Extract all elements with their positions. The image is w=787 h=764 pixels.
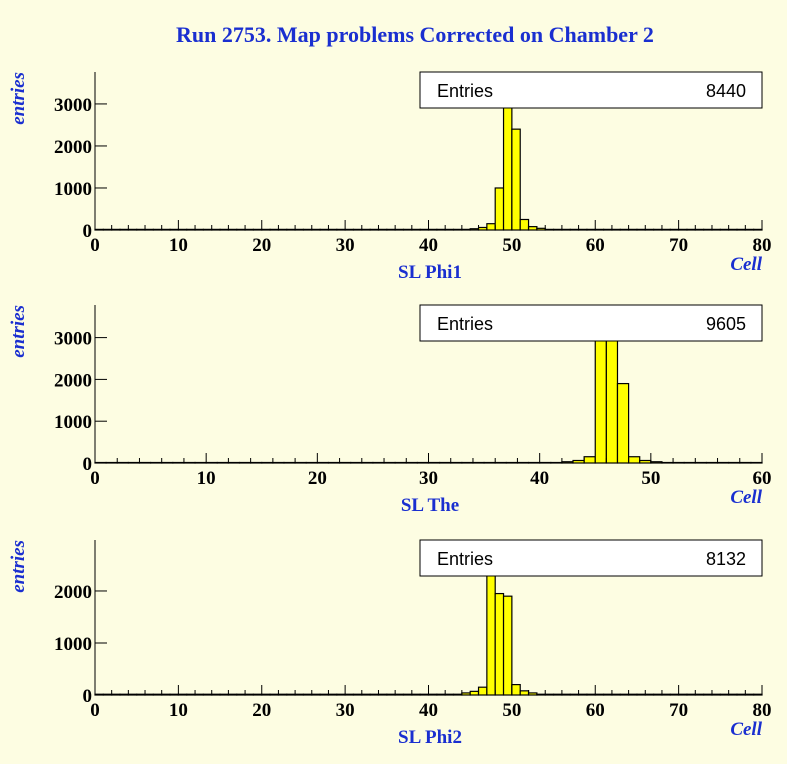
x-tick-label: 10: [197, 468, 216, 489]
x-tick-label: 70: [669, 700, 688, 721]
y-axis-label: entries: [8, 305, 29, 358]
y-tick-label: 0: [83, 221, 93, 242]
x-tick-label: 60: [753, 468, 772, 489]
y-tick-label: 0: [83, 454, 93, 475]
histogram-bar: [605, 320, 619, 464]
x-tick-label: 10: [169, 700, 188, 721]
stats-box: [419, 71, 763, 109]
y-tick-label: 2000: [54, 370, 92, 391]
y-axis-label: entries: [8, 72, 29, 125]
stats-value: 8440: [706, 81, 746, 101]
x-tick-label: 30: [419, 468, 438, 489]
x-tick-label: 40: [419, 235, 438, 256]
panel-subtitle: SL Phi1: [398, 262, 462, 283]
histogram-bar: [494, 592, 505, 696]
x-tick-label: 80: [753, 700, 772, 721]
x-tick-label: 30: [336, 700, 355, 721]
x-axis-label: Cell: [730, 487, 762, 508]
x-tick-label: 20: [252, 700, 271, 721]
x-tick-label: 0: [90, 235, 100, 256]
page-title: Run 2753. Map problems Corrected on Cham…: [176, 22, 654, 47]
histogram-bar: [519, 690, 530, 696]
y-tick-label: 1000: [54, 179, 92, 200]
x-tick-label: 40: [530, 468, 549, 489]
x-tick-label: 20: [252, 235, 271, 256]
x-tick-label: 20: [308, 468, 327, 489]
x-tick-label: 80: [753, 235, 772, 256]
stats-label: Entries: [437, 81, 493, 101]
histogram-bar: [511, 128, 521, 231]
y-tick-label: 3000: [54, 329, 92, 350]
y-tick-label: 1000: [54, 412, 92, 433]
stats-box: [419, 539, 763, 577]
y-tick-label: 3000: [54, 95, 92, 116]
x-tick-label: 40: [419, 700, 438, 721]
x-axis-label: Cell: [730, 719, 762, 740]
histogram-bar: [502, 595, 513, 696]
x-tick-label: 0: [90, 700, 100, 721]
x-tick-label: 60: [586, 700, 605, 721]
x-tick-label: 50: [641, 468, 660, 489]
panel-subtitle: SL The: [401, 495, 459, 516]
y-tick-label: 1000: [54, 634, 92, 655]
histogram-bar: [594, 328, 607, 464]
stats-label: Entries: [437, 314, 493, 334]
y-tick-label: 0: [83, 686, 93, 707]
x-axis-label: Cell: [730, 254, 762, 275]
x-tick-label: 60: [586, 235, 605, 256]
y-tick-label: 2000: [54, 582, 92, 603]
histogram-bar: [477, 686, 488, 696]
histogram-bar: [469, 690, 480, 696]
stats-label: Entries: [437, 549, 493, 569]
x-tick-label: 50: [502, 235, 521, 256]
x-tick-label: 30: [336, 235, 355, 256]
histogram-bar: [616, 382, 630, 464]
histogram-bar: [519, 218, 530, 231]
x-tick-label: 70: [669, 235, 688, 256]
y-tick-label: 2000: [54, 137, 92, 158]
histogram-bar: [502, 88, 513, 231]
histogram-bar: [583, 456, 596, 464]
panel-subtitle: SL Phi2: [398, 727, 462, 748]
histogram-bar: [511, 683, 521, 696]
histogram-bar: [527, 226, 538, 231]
x-tick-label: 0: [90, 468, 100, 489]
stats-box: [419, 304, 763, 342]
histogram-bar: [486, 559, 496, 696]
histogram-bar: [494, 187, 505, 231]
x-tick-label: 10: [169, 235, 188, 256]
stats-value: 9605: [706, 314, 746, 334]
stats-value: 8132: [706, 549, 746, 569]
histogram-bar: [486, 223, 496, 231]
histogram-bar: [627, 456, 641, 464]
y-axis-label: entries: [8, 540, 29, 593]
x-tick-label: 50: [502, 700, 521, 721]
